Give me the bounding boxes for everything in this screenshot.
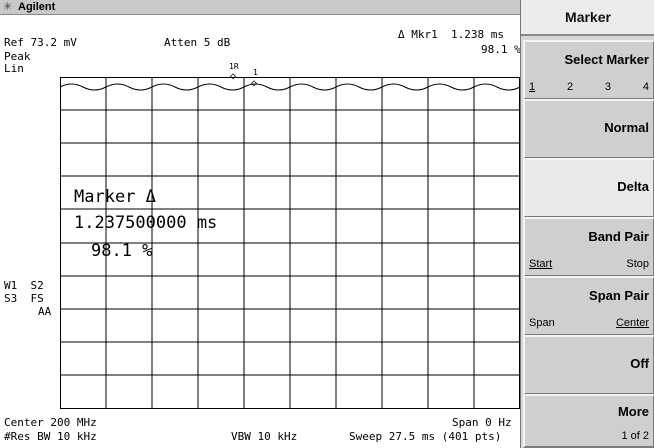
brand-bar: ✳ Agilent — [0, 0, 520, 15]
more-label: More — [617, 404, 649, 419]
span-pair-center: Center — [615, 317, 649, 329]
off-softkey[interactable]: Off — [523, 335, 654, 395]
detector-label: Peak — [4, 50, 31, 63]
marker-block-ratio: 98.1 % — [91, 241, 153, 261]
span-pair-label: Span Pair — [589, 288, 649, 303]
graticule — [60, 77, 520, 409]
annotation-w1-s2: W1 S2 — [4, 279, 44, 292]
marker-option-4[interactable]: 4 — [642, 81, 649, 93]
normal-label: Normal — [604, 120, 649, 135]
annotation-aa: AA — [38, 305, 52, 318]
vbw: VBW 10 kHz — [231, 430, 298, 443]
scale-label: Lin — [4, 62, 24, 75]
marker-option-3[interactable]: 3 — [604, 81, 612, 93]
band-pair-stop: Stop — [626, 258, 649, 270]
normal-softkey[interactable]: Normal — [523, 99, 654, 159]
delta-marker-label: 1 — [253, 68, 258, 77]
band-pair-softkey[interactable]: Band Pair Start Stop — [523, 217, 654, 277]
softkey-panel: Marker Select Marker 1 2 3 4 Normal Delt… — [520, 0, 654, 448]
span-pair-softkey[interactable]: Span Pair Span Center — [523, 276, 654, 336]
sweep-time: Sweep 27.5 ms (401 pts) — [349, 430, 502, 443]
delta-marker-readout: Δ Mkr1 1.238 ms — [398, 28, 504, 41]
annotation-s3-fs: S3 FS — [4, 292, 44, 305]
delta-label: Delta — [617, 179, 649, 194]
band-pair-start: Start — [529, 258, 553, 270]
ref-level: Ref 73.2 mV — [4, 36, 77, 49]
brand-name: Agilent — [18, 1, 56, 13]
off-label: Off — [630, 356, 649, 371]
agilent-spark-icon: ✳ — [3, 0, 13, 13]
res-bw: #Res BW 10 kHz — [4, 430, 97, 443]
select-marker-label: Select Marker — [564, 52, 649, 67]
center-frequency: Center 200 MHz — [4, 416, 97, 429]
span-pair-span: Span — [529, 317, 555, 329]
trace-waveform — [60, 83, 520, 91]
marker-block-title: Marker Δ — [74, 187, 156, 207]
delta-marker-ratio: 98.1 % — [481, 43, 520, 56]
marker-option-2[interactable]: 2 — [566, 81, 574, 93]
more-page: 1 of 2 — [621, 430, 649, 442]
ref-marker-label: 1R — [229, 62, 239, 71]
softkey-menu-title: Marker — [521, 0, 654, 36]
band-pair-label: Band Pair — [588, 229, 649, 244]
span-value: Span 0 Hz — [452, 416, 512, 429]
attenuation: Atten 5 dB — [164, 36, 231, 49]
marker-block-value: 1.237500000 ms — [74, 213, 218, 233]
delta-softkey[interactable]: Delta — [523, 158, 654, 218]
grid-lines — [60, 77, 520, 409]
select-marker-softkey[interactable]: Select Marker 1 2 3 4 — [523, 40, 654, 100]
analyzer-screen: ✳ Agilent Ref 73.2 mV Atten 5 dB Δ Mkr1 … — [0, 0, 520, 443]
marker-option-1[interactable]: 1 — [529, 81, 536, 93]
delta-marker-diamond-icon[interactable]: ◇ — [251, 78, 258, 89]
marker-number-options: 1 2 3 4 — [529, 81, 649, 93]
ref-marker-diamond-icon[interactable]: ◇ — [230, 71, 237, 82]
more-softkey[interactable]: More 1 of 2 — [523, 394, 654, 448]
